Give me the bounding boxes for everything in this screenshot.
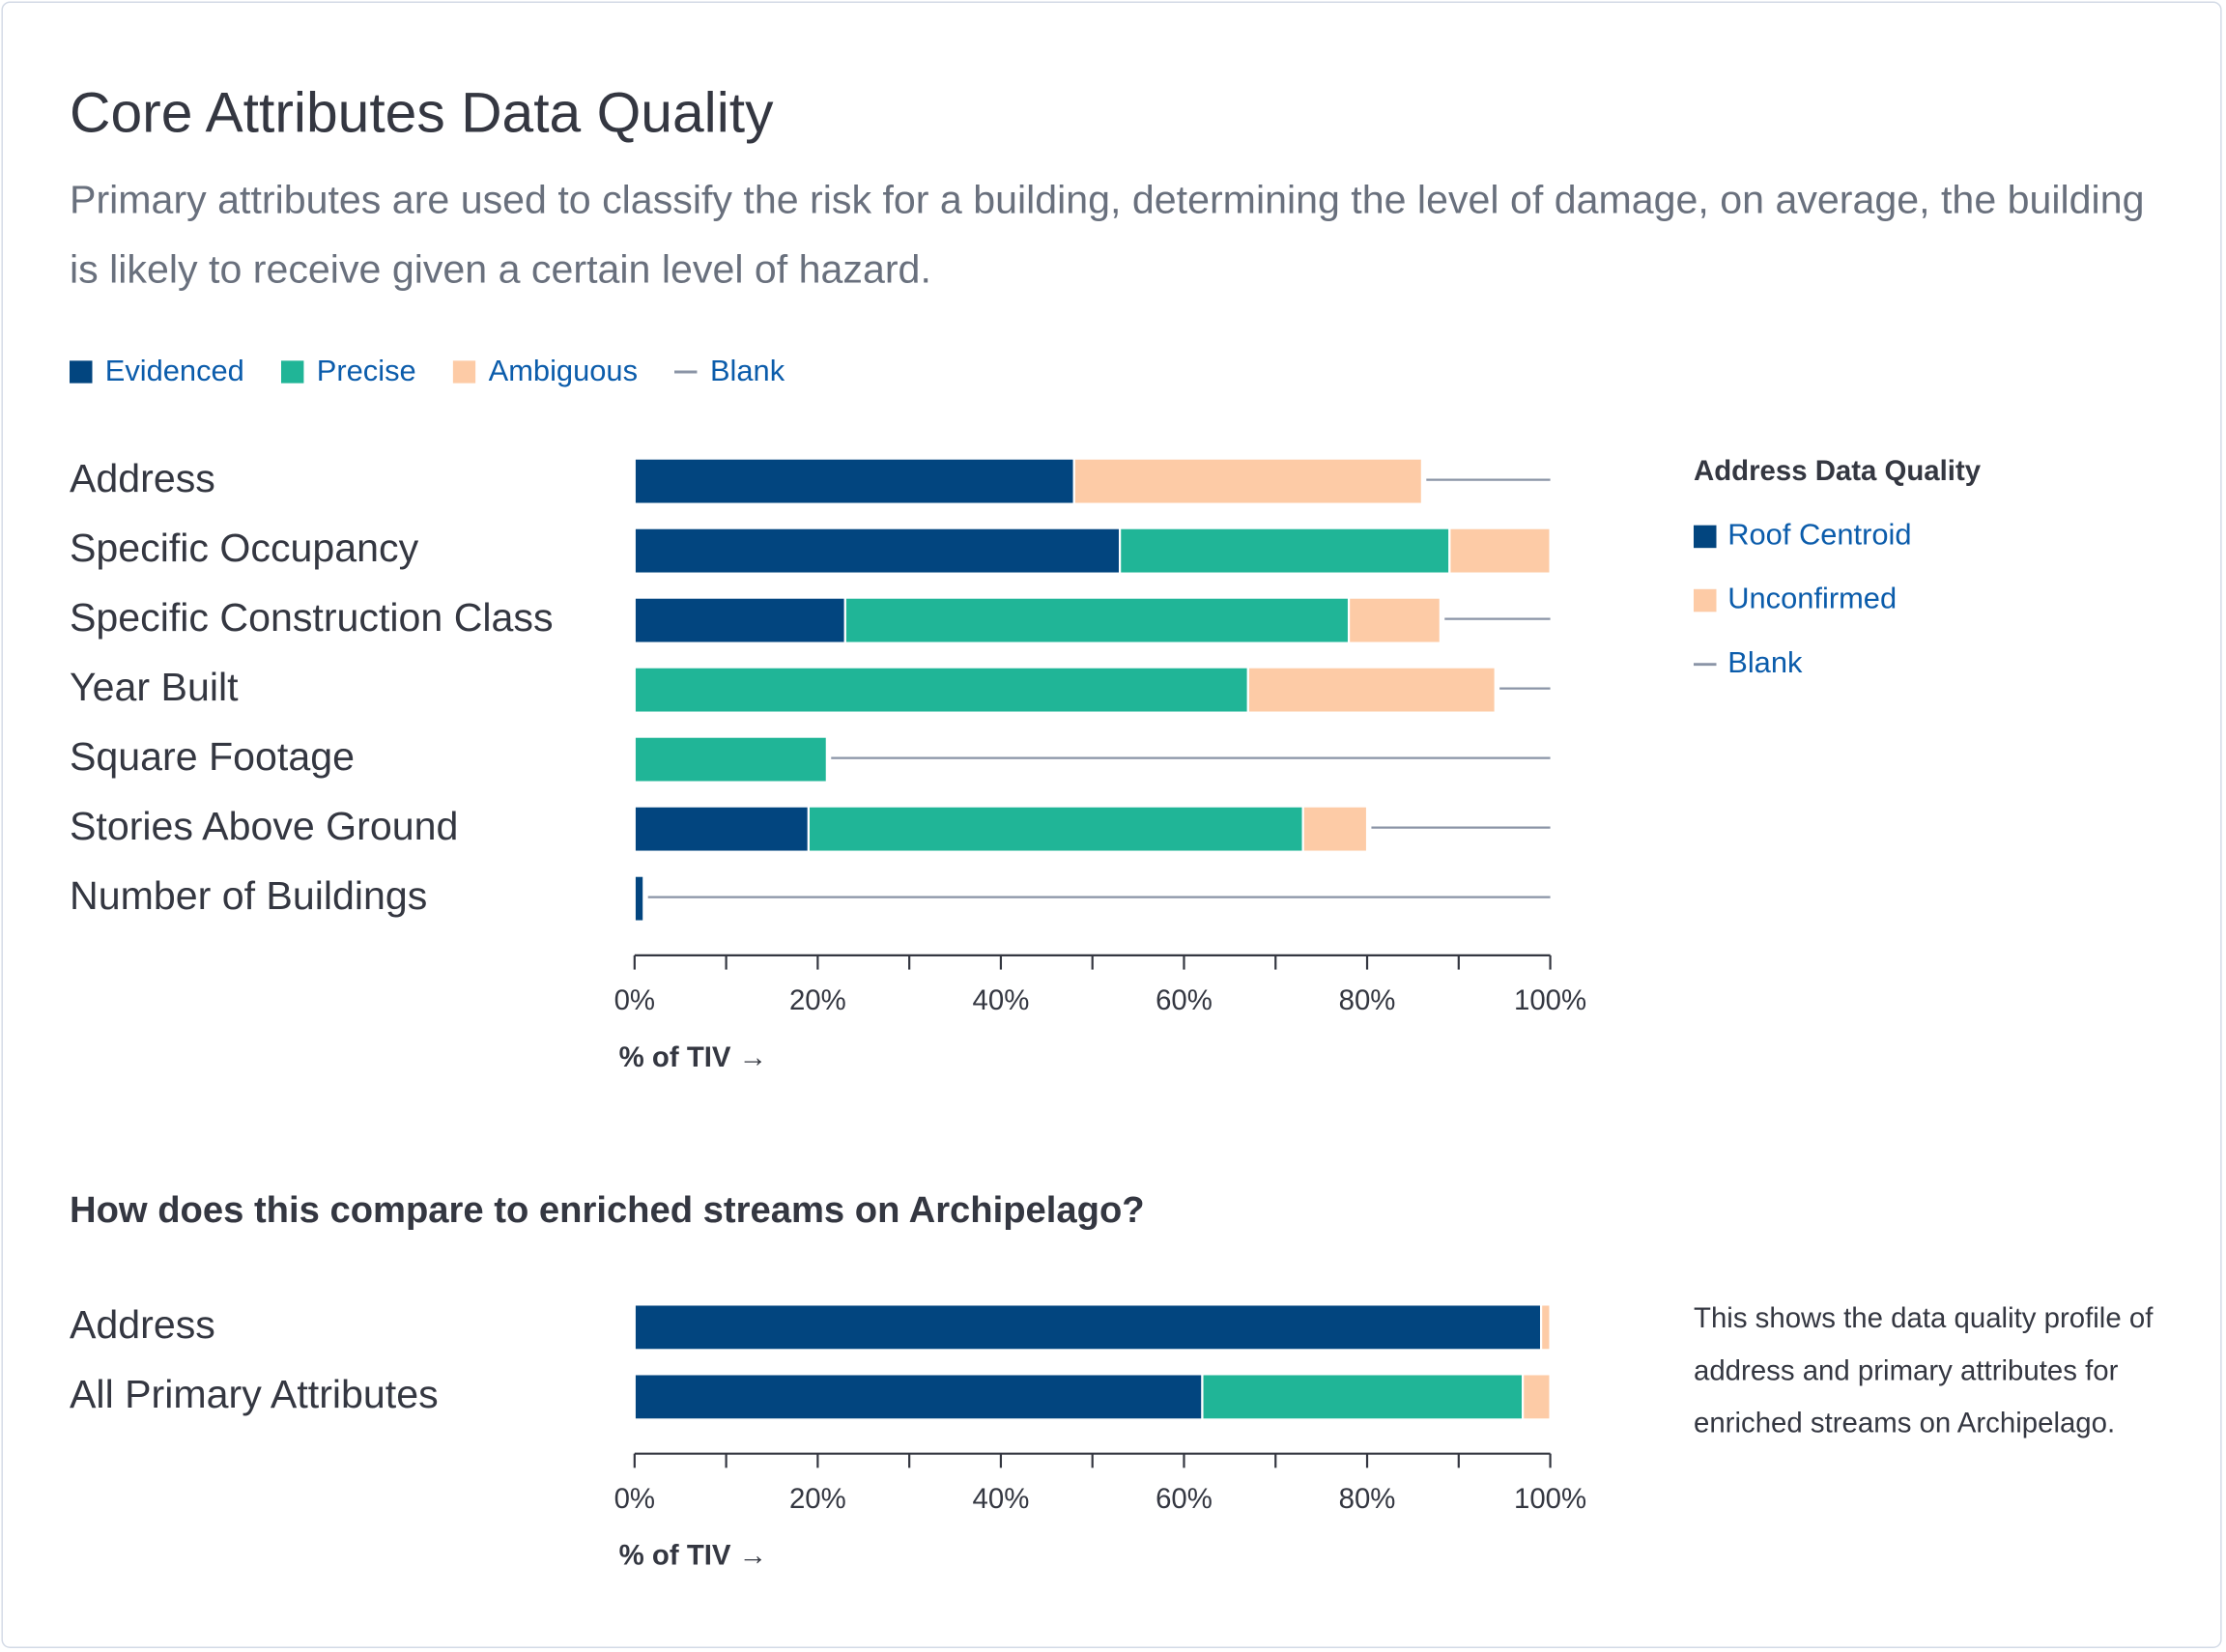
side-legend-swatch [1693, 588, 1717, 612]
legend-label: Blank [709, 355, 785, 388]
category-label: Specific Construction Class [70, 595, 554, 640]
bar-segment [633, 457, 1075, 505]
x-tick-label: 60% [1156, 984, 1213, 1016]
title: Core Attributes Data Quality [70, 82, 774, 145]
bar-segment [633, 527, 1122, 575]
category-label: Square Footage [70, 734, 355, 779]
x-tick-label: 20% [789, 1483, 846, 1515]
legend-swatch [281, 360, 304, 384]
bar-segment [807, 805, 1304, 853]
category-label: Number of Buildings [70, 873, 427, 918]
chart-title: How does this compare to enriched stream… [70, 1189, 1145, 1231]
bar-segment [633, 874, 645, 923]
category-label: Specific Occupancy [70, 526, 419, 570]
x-tick-label: 40% [973, 984, 1030, 1016]
legend-label: Precise [316, 355, 416, 388]
category-label: Year Built [70, 665, 239, 709]
bar-segment [1246, 666, 1497, 714]
x-tick-label: 80% [1339, 1483, 1396, 1515]
side-legend-label: Roof Centroid [1727, 518, 1911, 552]
bar-segment [633, 1303, 1543, 1352]
bar-segment [1072, 457, 1424, 505]
category-label: All Primary Attributes [70, 1372, 439, 1416]
x-tick-label: 0% [614, 1483, 655, 1515]
side-legend-title: Address Data Quality [1694, 455, 1982, 487]
legend-mark [452, 360, 476, 384]
bar-segment [633, 596, 846, 644]
subtitle: Primary attributes are used to classify … [70, 177, 2145, 292]
x-tick-label: 40% [973, 1483, 1030, 1515]
x-tick-label: 20% [789, 984, 846, 1016]
legend-item: Precise [281, 355, 416, 388]
bar-segment [633, 735, 828, 783]
legend: Evidenced Precise Ambiguous Blank [70, 355, 785, 388]
bar-segment [633, 666, 1249, 714]
bar-segment [1540, 1303, 1552, 1352]
x-axis-label: % of TIV → [619, 1540, 767, 1572]
bar-segment [1522, 1373, 1552, 1421]
x-tick-label: 80% [1339, 984, 1396, 1016]
bar-segment [843, 596, 1351, 644]
legend-mark [674, 370, 698, 374]
category-label: Stories Above Ground [70, 804, 458, 848]
side-legend-swatch [1693, 525, 1717, 549]
legend-swatch [452, 360, 476, 384]
bar-segment [1448, 527, 1552, 575]
category-label: Address [70, 1302, 215, 1347]
side-legend-label: Blank [1727, 645, 1803, 679]
x-axis-label: % of TIV → [619, 1041, 767, 1073]
bar-segment [1201, 1373, 1525, 1421]
note: This shows the data quality profile of a… [1693, 1302, 2154, 1439]
x-tick-label: 0% [614, 984, 655, 1016]
legend-item: Blank [674, 355, 785, 388]
x-tick-label: 100% [1514, 984, 1586, 1016]
legend-label: Evidenced [104, 355, 244, 388]
legend-item: Ambiguous [452, 355, 639, 388]
x-tick-label: 100% [1514, 1483, 1586, 1515]
bar-segment [1301, 805, 1369, 853]
legend-mark [281, 360, 304, 384]
bar-segment [633, 1373, 1204, 1421]
side-legend-label: Unconfirmed [1727, 582, 1897, 615]
legend-item: Evidenced [70, 355, 244, 388]
category-label: Address [70, 456, 215, 500]
x-tick-label: 60% [1156, 1483, 1213, 1515]
bar-segment [1119, 527, 1451, 575]
legend-mark [70, 360, 93, 384]
legend-swatch [70, 360, 93, 384]
legend-label: Ambiguous [488, 355, 639, 388]
bar-segment [1347, 596, 1441, 644]
bar-segment [633, 805, 810, 853]
